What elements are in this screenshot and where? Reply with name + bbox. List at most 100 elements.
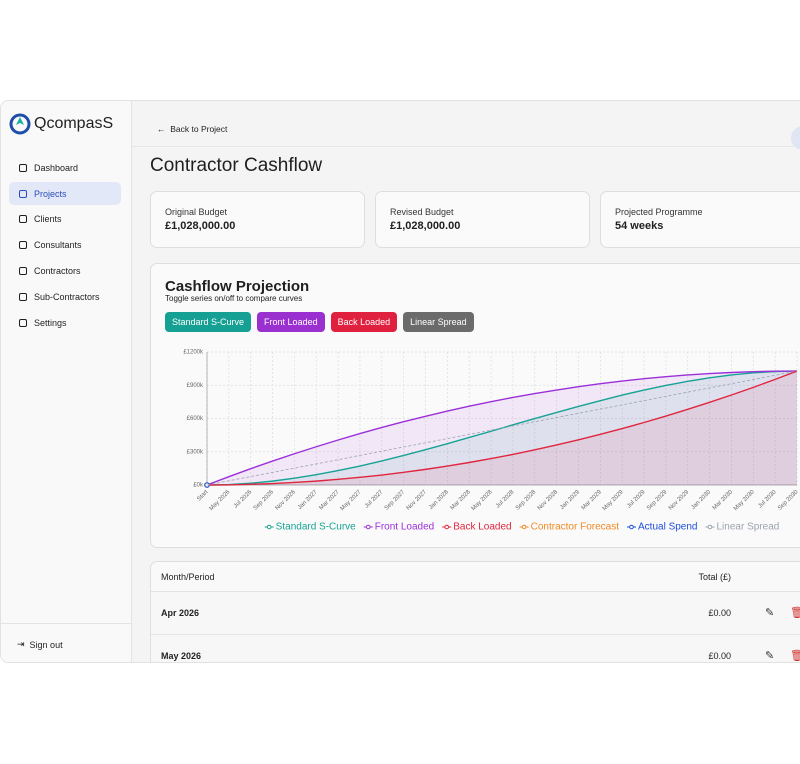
legend-marker-dot	[521, 524, 527, 530]
x-tick-label: Sep 2028	[515, 489, 538, 512]
nav-item[interactable]: Dashboard	[9, 156, 121, 179]
nav-label: Clients	[34, 213, 62, 224]
sign-out-icon: ⇥	[17, 639, 25, 649]
nav-icon	[19, 214, 27, 223]
back-label: Back to Project	[170, 124, 228, 134]
edit-icon[interactable]: ✎	[765, 607, 775, 619]
divider	[1, 623, 131, 624]
card-value: £1,028,000.00	[165, 220, 236, 232]
nav-label: Dashboard	[34, 162, 79, 173]
card-label: Revised Budget	[390, 207, 454, 217]
card-label: Projected Programme	[615, 207, 703, 217]
x-tick-label: Nov 2026	[275, 489, 298, 512]
nav-item[interactable]: Sub-Contractors	[9, 285, 121, 308]
nav-item[interactable]: Consultants	[9, 233, 121, 256]
delete-icon[interactable]: 🗑	[790, 606, 800, 619]
toggle-label: Linear Spread	[410, 317, 467, 327]
edit-icon[interactable]: ✎	[765, 650, 775, 662]
legend-label: Front Loaded	[375, 522, 435, 533]
x-tick-label: Mar 2028	[450, 489, 473, 512]
table-row: May 2026 £0.00 ✎ 🗑	[151, 635, 800, 662]
x-tick-label: May 2030	[733, 489, 756, 512]
nav-item[interactable]: Clients	[9, 207, 121, 230]
legend-marker-dot	[444, 524, 450, 530]
x-tick-label: Jul 2029	[626, 489, 647, 510]
y-tick-label: £600k	[187, 416, 204, 422]
card-label: Original Budget	[165, 207, 228, 217]
header-cell: Month/Period	[161, 572, 215, 582]
sidebar: QcompasS Dashboard Projects Clients Consult…	[1, 101, 132, 662]
nav-label: Settings	[34, 317, 67, 328]
summary-card: Revised Budget £1,028,000.00	[375, 191, 590, 248]
nav-item[interactable]: Settings	[9, 311, 121, 334]
legend-label: Linear Spread	[716, 522, 779, 533]
x-tick-label: Jan 2029	[559, 489, 581, 511]
x-tick-label: Nov 2029	[668, 489, 691, 512]
x-tick-label: Mar 2030	[712, 489, 735, 512]
nav-label: Consultants	[34, 239, 82, 250]
x-tick-label: May 2026	[209, 489, 232, 512]
x-tick-label: May 2028	[471, 489, 494, 512]
x-tick-label: Nov 2027	[406, 489, 429, 512]
chart-card: Cashflow Projection Toggle series on/off…	[150, 263, 800, 548]
x-tick-label: Sep 2026	[253, 489, 276, 512]
nav-item[interactable]: Projects	[9, 182, 121, 205]
x-tick-label: Sep 2029	[646, 489, 669, 512]
nav-icon	[19, 240, 27, 249]
x-tick-label: Mar 2027	[318, 489, 341, 512]
cell: Apr 2026	[161, 608, 200, 618]
x-tick-label: Jul 2030	[757, 489, 778, 510]
y-tick-label: £900k	[187, 383, 204, 389]
table-row: Apr 2026 £0.00 ✎ 🗑	[151, 592, 800, 635]
avatar[interactable]	[791, 126, 800, 150]
legend-marker-dot	[707, 524, 713, 530]
legend-marker-dot	[629, 524, 634, 530]
summary-card: Original Budget £1,028,000.00	[150, 191, 365, 248]
x-tick-label: Sep 2030	[777, 489, 800, 512]
y-tick-label: £1200k	[183, 350, 204, 356]
y-tick-label: £300k	[187, 449, 204, 455]
legend: Standard S-Curve Front Loaded Back Loaded C…	[264, 522, 779, 533]
toggle-label: Front Loaded	[264, 317, 318, 327]
legend-label: Actual Spend	[638, 522, 698, 533]
header-cell: Total (£)	[698, 572, 731, 582]
card-value: £1,028,000.00	[390, 220, 461, 232]
toggle-group: Standard S-Curve Front Loaded Back Loaded L…	[165, 312, 474, 332]
x-tick-label: Jul 2027	[364, 489, 385, 510]
toggle-button[interactable]: Back Loaded	[330, 312, 398, 332]
app-frame: QcompasS Dashboard Projects Clients Consult…	[0, 100, 800, 663]
toggle-label: Back Loaded	[337, 317, 391, 327]
delete-icon[interactable]: 🗑	[790, 649, 800, 662]
legend-label: Contractor Forecast	[531, 522, 620, 533]
chart-title: Cashflow Projection	[165, 278, 310, 295]
cell: £0.00	[708, 651, 731, 661]
toggle-button[interactable]: Linear Spread	[403, 312, 474, 332]
toggle-button[interactable]: Front Loaded	[257, 312, 325, 332]
nav-icon	[19, 163, 27, 172]
nav-item[interactable]: Contractors	[9, 259, 121, 282]
series-line	[206, 370, 798, 486]
series-area	[207, 371, 797, 485]
card-value: 54 weeks	[615, 220, 664, 232]
sign-out-label: Sign out	[29, 639, 63, 650]
y-tick-label: £0k	[193, 483, 204, 489]
nav-icon	[19, 266, 27, 275]
sign-out[interactable]: ⇥ Sign out	[17, 639, 63, 650]
toggle-button[interactable]: Standard S-Curve	[165, 312, 252, 332]
cell: May 2026	[161, 651, 202, 661]
page-title: Contractor Cashflow	[150, 155, 323, 176]
cell: £0.00	[708, 608, 731, 618]
x-tick-label: Nov 2028	[537, 489, 560, 512]
nav-icon	[19, 318, 27, 327]
nav-icon	[19, 189, 27, 198]
x-tick-label: Jul 2028	[495, 489, 516, 510]
series-line	[206, 370, 798, 486]
toggle-label: Standard S-Curve	[172, 317, 245, 327]
summary-card: Projected Programme 54 weeks	[600, 191, 800, 248]
legend-label: Standard S-Curve	[276, 522, 356, 533]
brand: QcompasS	[34, 115, 114, 132]
back-link[interactable]: ← Back to Project	[157, 124, 228, 134]
x-tick-label: Jul 2026	[233, 489, 254, 510]
